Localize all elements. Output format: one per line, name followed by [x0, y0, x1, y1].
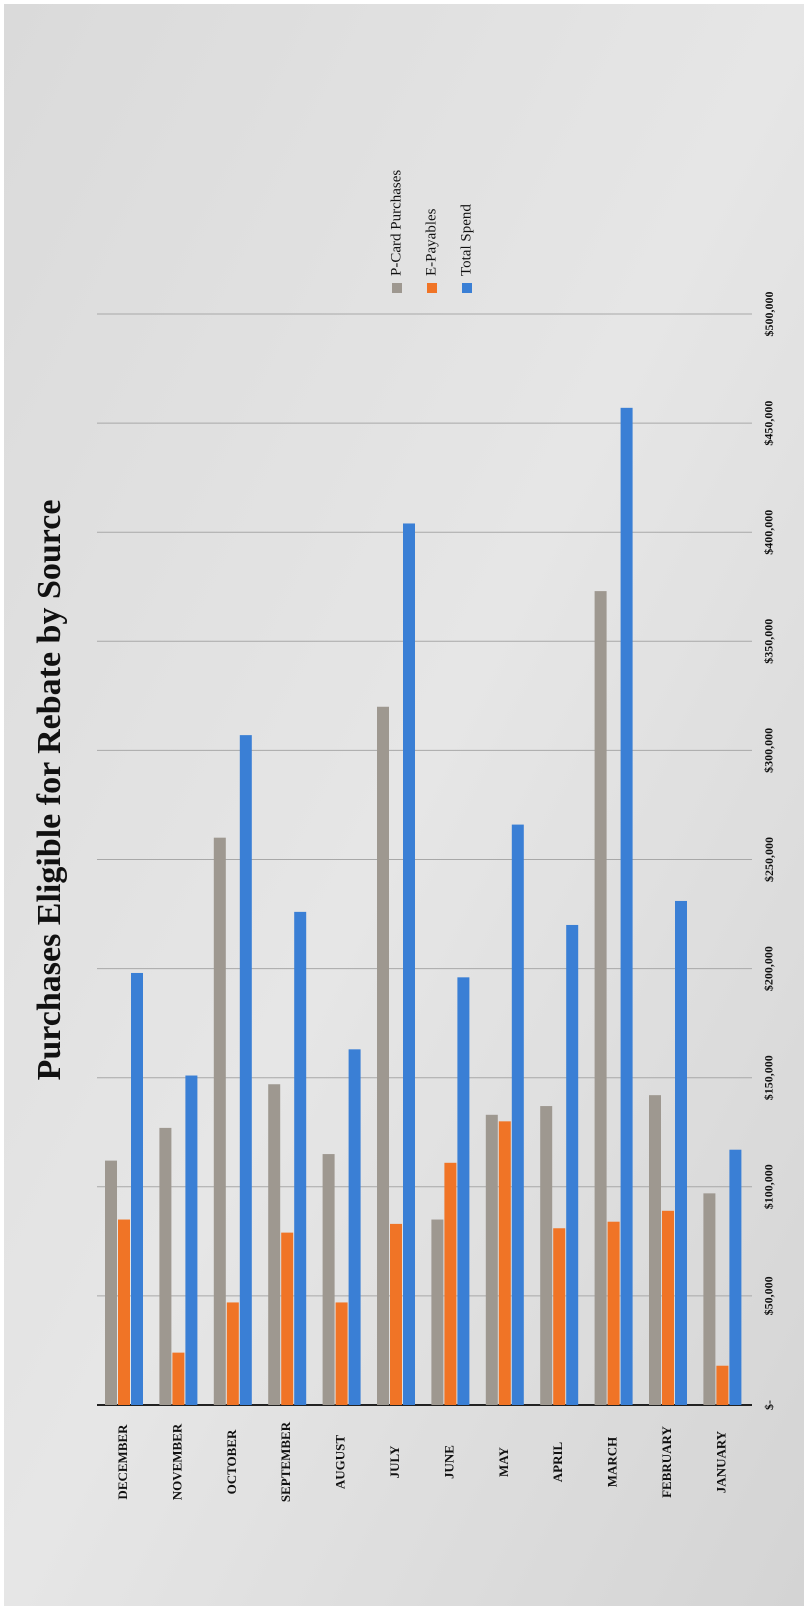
- bar: [294, 911, 307, 1405]
- bar: [457, 977, 470, 1405]
- x-tick-label: NOVEMBER: [169, 1423, 184, 1500]
- x-tick-label: JULY: [387, 1445, 402, 1478]
- x-tick-label: JANUARY: [713, 1430, 728, 1493]
- bar: [703, 1193, 716, 1405]
- bar: [281, 1232, 294, 1405]
- legend-swatch: [427, 283, 437, 293]
- bar: [553, 1228, 566, 1405]
- x-tick-label: OCTOBER: [224, 1429, 239, 1494]
- bar: [485, 1114, 498, 1405]
- bar: [131, 972, 143, 1405]
- bar: [348, 1049, 361, 1405]
- bar: [335, 1302, 348, 1405]
- y-tick-label: $200,000: [762, 946, 776, 991]
- bar: [268, 1084, 281, 1405]
- x-tick-label: MARCH: [605, 1437, 620, 1488]
- y-tick-label: $300,000: [762, 728, 776, 773]
- y-tick-label: $-: [762, 1400, 776, 1410]
- legend-swatch: [392, 283, 402, 293]
- y-tick-label: $250,000: [762, 837, 776, 882]
- bar: [185, 1075, 198, 1405]
- bar: [511, 824, 524, 1405]
- bar: [675, 900, 687, 1405]
- y-tick-label: $100,000: [762, 1164, 776, 1209]
- bar: [540, 1106, 553, 1405]
- bar: [594, 591, 607, 1405]
- bar: [729, 1149, 742, 1405]
- bar: [226, 1302, 239, 1405]
- bar: [105, 1160, 117, 1405]
- y-tick-label: $400,000: [762, 510, 776, 555]
- bar: [172, 1352, 185, 1405]
- bar: [322, 1154, 335, 1405]
- bar: [239, 735, 252, 1405]
- y-tick-label: $150,000: [762, 1055, 776, 1100]
- bar: [377, 706, 389, 1405]
- bar: [716, 1365, 729, 1405]
- x-tick-label: AUGUST: [333, 1435, 348, 1490]
- bar: [620, 407, 633, 1405]
- x-tick-label: DECEMBER: [115, 1424, 130, 1500]
- y-tick-label: $450,000: [762, 401, 776, 446]
- bar: [498, 1121, 511, 1405]
- bar: [213, 837, 226, 1405]
- x-tick-label: APRIL: [550, 1441, 565, 1482]
- x-tick-label: MAY: [496, 1446, 511, 1476]
- bar: [649, 1095, 661, 1405]
- x-tick-label: FEBRUARY: [659, 1426, 674, 1498]
- bar: [431, 1219, 444, 1405]
- chart-title: Purchases Eligible for Rebate by Source: [31, 500, 68, 1081]
- bar: [566, 924, 579, 1405]
- y-tick-label: $350,000: [762, 619, 776, 664]
- bar: [118, 1219, 130, 1405]
- x-tick-label: JUNE: [441, 1445, 456, 1479]
- legend-swatch: [462, 283, 472, 293]
- legend-label: Total Spend: [458, 204, 474, 276]
- y-tick-label: $50,000: [762, 1276, 776, 1315]
- legend-label: P-Card Purchases: [388, 170, 404, 276]
- bar: [403, 523, 415, 1405]
- x-tick-label: SEPTEMBER: [278, 1421, 293, 1502]
- bar: [607, 1221, 620, 1405]
- y-tick-label: $500,000: [762, 292, 776, 337]
- bar: [159, 1127, 172, 1405]
- bar: [390, 1223, 402, 1405]
- bar: [662, 1210, 674, 1405]
- legend-label: E-Payables: [423, 208, 439, 276]
- bar: [444, 1162, 457, 1405]
